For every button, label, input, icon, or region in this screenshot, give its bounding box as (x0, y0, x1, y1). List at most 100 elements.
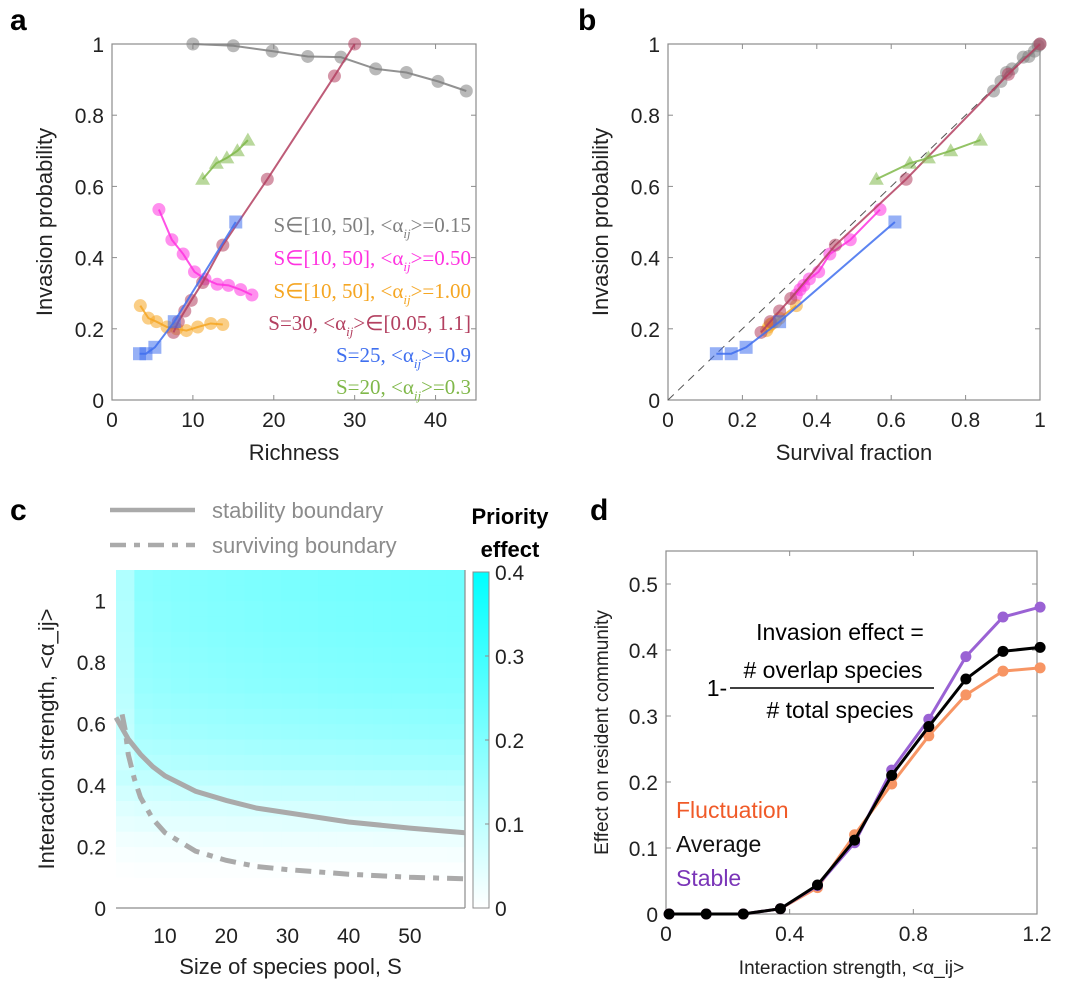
heatmap-cell (409, 754, 429, 771)
heatmap-cell (226, 723, 246, 740)
heatmap-cell (373, 739, 393, 755)
data-point-square (148, 340, 162, 354)
y-tick-label: 0.2 (631, 319, 660, 342)
heatmap-cell (318, 785, 337, 801)
data-point-triangle (868, 171, 884, 185)
heatmap-cell (262, 662, 282, 679)
heatmap-cell (446, 831, 466, 848)
data-point (1034, 662, 1046, 674)
y-tick-label: 0.3 (629, 706, 658, 729)
heatmap-cell (354, 892, 374, 909)
heatmap-cell (428, 646, 448, 663)
heatmap-cell (336, 723, 356, 740)
heatmap-cell (318, 646, 337, 663)
heatmap-cell (189, 662, 209, 679)
heatmap-cell (391, 877, 411, 894)
heatmap-cell (428, 769, 448, 786)
heatmap-cell (391, 677, 411, 694)
x-tick-label: 0 (662, 409, 674, 432)
heatmap-cell (171, 877, 190, 894)
data-point (843, 233, 857, 247)
data-point-square (167, 315, 181, 329)
annotation-prefix: 1- (707, 675, 727, 701)
heatmap-cell (446, 585, 466, 602)
heatmap-cell (299, 616, 319, 632)
heatmap-cell (262, 785, 282, 801)
x-tick-label: 40 (337, 925, 360, 948)
heatmap-cell (446, 631, 466, 648)
heatmap-cell (116, 785, 135, 801)
heatmap-cell (373, 600, 393, 617)
heatmap-cell (409, 892, 429, 909)
legend-entry: S∈[10, 50], <αij>=0.50 (274, 246, 471, 274)
heatmap-cell (446, 846, 466, 863)
y-tick-label: 0 (646, 904, 658, 927)
data-point-triangle (902, 155, 918, 169)
heatmap-cell (171, 646, 190, 663)
heatmap-cell (299, 769, 319, 786)
heatmap-cell (446, 677, 466, 694)
heatmap-cell (336, 785, 356, 801)
plot-frame (665, 550, 1038, 915)
data-point-triangle (943, 143, 959, 157)
heatmap-cell (226, 769, 246, 786)
y-tick-label: 0.4 (75, 248, 105, 271)
data-point (960, 673, 972, 685)
heatmap-cell (262, 877, 282, 894)
heatmap-cell (428, 800, 448, 817)
heatmap-cell (336, 585, 356, 602)
heatmap-cell (207, 723, 227, 740)
data-point (1034, 601, 1046, 613)
y-tick-label: 0.8 (631, 105, 660, 128)
heatmap-cell (226, 785, 246, 801)
heatmap-cell (189, 800, 209, 817)
heatmap-cell (171, 692, 190, 709)
heatmap-cell (446, 739, 466, 755)
heatmap-cell (207, 877, 227, 894)
heatmap-cell (116, 662, 135, 679)
plot-frame (667, 43, 1041, 401)
data-point-square (773, 315, 787, 329)
heatmap-cell (152, 877, 172, 894)
heatmap-cell (189, 815, 209, 832)
heatmap-cell (409, 739, 429, 755)
y-tick-label: 0.6 (631, 176, 660, 199)
y-tick-label: 0.6 (75, 176, 104, 199)
heatmap-cell (226, 600, 246, 617)
legend-label: Fluctuation (676, 797, 789, 823)
heatmap-cell (207, 831, 227, 848)
heatmap-cell (354, 570, 374, 586)
colorbar-title: effect (481, 537, 540, 562)
heatmap-cell (152, 616, 172, 632)
colorbar-tick-label: 0.4 (495, 562, 525, 585)
heatmap-cell (373, 892, 393, 909)
heatmap-cell (446, 754, 466, 771)
y-tick-label: 0.2 (629, 772, 658, 795)
heatmap-cell (391, 800, 411, 817)
heatmap-cell (189, 692, 209, 709)
heatmap-cell (189, 861, 209, 878)
heatmap-cell (373, 662, 393, 679)
data-point (245, 288, 259, 302)
heatmap-cell (207, 892, 227, 909)
legend-label: Average (676, 831, 761, 857)
boundary-curve (119, 713, 466, 882)
y-tick-label: 1 (648, 34, 660, 57)
heatmap-cell (428, 877, 448, 894)
y-tick-label: 0.5 (629, 574, 658, 597)
heatmap-cell (171, 600, 190, 617)
heatmap-cell (152, 646, 172, 663)
heatmap-cell (299, 570, 319, 586)
heatmap-cell (428, 616, 448, 632)
heatmap-cell (189, 754, 209, 771)
data-point (774, 903, 786, 915)
y-tick-label: 0 (94, 898, 106, 921)
data-point (459, 84, 473, 98)
data-point (301, 49, 315, 63)
legend-text: S=20, <α (336, 375, 414, 399)
legend-text-tail: >=0.15 (411, 213, 471, 237)
heatmap-cell (391, 692, 411, 709)
legend-entry: S∈[10, 50], <αij>=0.15 (274, 213, 471, 241)
heatmap-cell (171, 800, 190, 817)
data-point-square (724, 347, 738, 361)
